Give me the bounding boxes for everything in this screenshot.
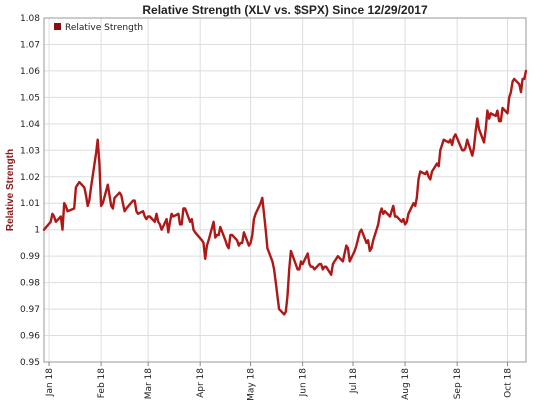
x-tick-label: Jan 18 bbox=[45, 368, 55, 397]
legend-label: Relative Strength bbox=[65, 23, 143, 33]
x-tick-label: Aug 18 bbox=[401, 368, 411, 400]
y-tick-label: 1.06 bbox=[20, 67, 40, 77]
series-line-relative-strength bbox=[42, 69, 528, 316]
y-tick-label: 1.03 bbox=[20, 146, 40, 156]
x-tick-label: Jun 18 bbox=[299, 368, 309, 398]
legend: Relative Strength bbox=[54, 23, 143, 33]
y-axis: 0.95 0.96 0.97 0.98 0.99 1 1.01 1.02 1.03 1.04 1.0… bbox=[20, 14, 40, 368]
series-layer bbox=[42, 69, 528, 316]
y-tick-label: 0.99 bbox=[20, 252, 40, 262]
y-tick-label: 1.04 bbox=[20, 120, 40, 130]
y-tick-label: 1.01 bbox=[20, 199, 40, 209]
y-axis-label: Relative Strength bbox=[5, 149, 16, 231]
x-tick-label: May 18 bbox=[247, 368, 257, 401]
x-tick-label: Feb 18 bbox=[97, 368, 107, 399]
y-tick-label: 1.02 bbox=[20, 173, 40, 183]
y-tick-label: 1.07 bbox=[20, 40, 40, 50]
chart-title: Relative Strength (XLV vs. $SPX) Since 1… bbox=[142, 3, 428, 17]
x-tick-label: Apr 18 bbox=[196, 368, 206, 398]
x-axis: Jan 18 Feb 18 Mar 18 Apr 18 May 18 Jun 18 Jul … bbox=[45, 362, 514, 401]
x-tick-label: Jul 18 bbox=[349, 368, 359, 394]
y-tick-label: 0.95 bbox=[20, 358, 40, 368]
x-tick-label: Oct 18 bbox=[504, 368, 514, 398]
x-tick-label: Mar 18 bbox=[144, 368, 154, 400]
y-tick-label: 1.08 bbox=[20, 14, 40, 24]
legend-swatch bbox=[54, 23, 61, 30]
y-tick-label: 1.05 bbox=[20, 93, 40, 103]
x-tick-label: Sep 18 bbox=[453, 368, 463, 400]
y-tick-label: 0.97 bbox=[20, 305, 40, 315]
plot-frame bbox=[43, 17, 527, 363]
y-tick-label: 0.98 bbox=[20, 279, 40, 289]
y-tick-label: 0.96 bbox=[20, 332, 40, 342]
y-tick-label: 1 bbox=[34, 226, 40, 236]
